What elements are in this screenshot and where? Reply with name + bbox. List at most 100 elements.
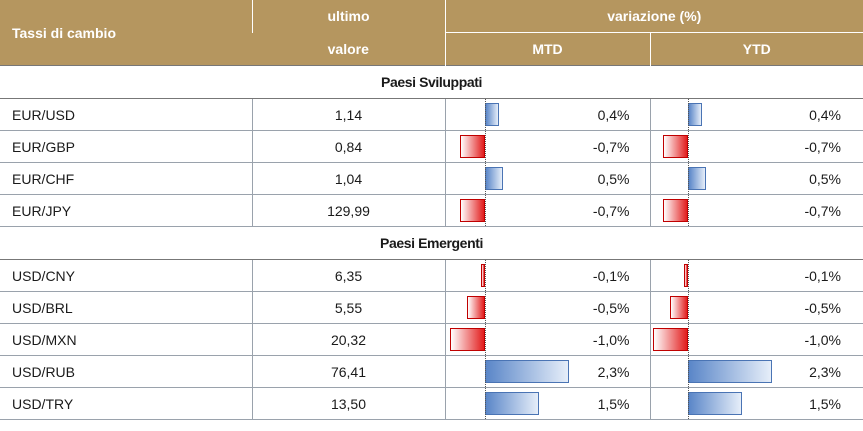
- ytd-bar: [670, 296, 688, 319]
- ytd-percent: -0,7%: [804, 202, 842, 219]
- ytd-percent: 0,4%: [809, 106, 842, 123]
- currency-pair: EUR/CHF: [0, 162, 253, 195]
- ytd-zero-axis: [687, 324, 689, 355]
- ytd-variation-cell: -0,1%: [649, 259, 863, 292]
- ytd-bar: [687, 360, 772, 383]
- last-value: 76,41: [252, 355, 445, 388]
- mtd-zero-axis: [484, 131, 486, 162]
- ytd-variation-cell: 0,4%: [649, 98, 863, 131]
- ytd-percent: -0,1%: [804, 267, 842, 284]
- last-value: 1,14: [252, 98, 445, 131]
- ytd-zero-axis: [687, 163, 689, 194]
- mtd-percent: -0,5%: [592, 299, 630, 316]
- ytd-variation-cell: -0,7%: [649, 130, 863, 163]
- section-title: Paesi Emergenti: [0, 226, 863, 260]
- currency-pair: EUR/JPY: [0, 194, 253, 227]
- ytd-percent: 1,5%: [809, 395, 842, 412]
- mtd-variation-cell: 2,3%: [444, 355, 650, 388]
- ytd-variation-cell: 1,5%: [649, 387, 863, 420]
- mtd-variation-cell: -0,1%: [444, 259, 650, 292]
- mtd-bar: [460, 199, 485, 222]
- table-row: USD/BRL 5,55 -0,5% -0,5%: [0, 291, 863, 324]
- section-header-row: Paesi Sviluppati: [0, 65, 863, 99]
- mtd-variation-cell: 0,5%: [444, 162, 650, 195]
- table-row: EUR/JPY 129,99 -0,7% -0,7%: [0, 194, 863, 227]
- mtd-bar: [484, 167, 503, 190]
- mtd-variation-cell: -0,5%: [444, 291, 650, 324]
- ytd-bar: [684, 264, 688, 287]
- mtd-zero-axis: [484, 356, 486, 387]
- mtd-variation-cell: -1,0%: [444, 323, 650, 356]
- mtd-zero-axis: [484, 99, 486, 130]
- mtd-percent: 2,3%: [597, 363, 630, 380]
- ytd-percent: -0,5%: [804, 299, 842, 316]
- ytd-percent: -1,0%: [804, 331, 842, 348]
- ytd-percent: -0,7%: [804, 138, 842, 155]
- table-row: EUR/CHF 1,04 0,5% 0,5%: [0, 162, 863, 195]
- ytd-variation-cell: 0,5%: [649, 162, 863, 195]
- last-value: 1,04: [252, 162, 445, 195]
- ytd-bar: [687, 167, 706, 190]
- last-value: 6,35: [252, 259, 445, 292]
- ytd-variation-cell: 2,3%: [649, 355, 863, 388]
- header-last-value-line2: valore: [252, 32, 445, 66]
- ytd-zero-axis: [687, 131, 689, 162]
- mtd-bar: [449, 328, 485, 351]
- mtd-zero-axis: [484, 324, 486, 355]
- last-value: 0,84: [252, 130, 445, 163]
- table-row: EUR/GBP 0,84 -0,7% -0,7%: [0, 130, 863, 163]
- section-header-row: Paesi Emergenti: [0, 226, 863, 260]
- mtd-zero-axis: [484, 292, 486, 323]
- mtd-bar: [484, 392, 540, 415]
- last-value: 129,99: [252, 194, 445, 227]
- ytd-bar: [663, 135, 688, 158]
- fx-rates-table: Tassi di cambio ultimo variazione (%) va…: [0, 0, 863, 420]
- header-mtd: MTD: [444, 32, 650, 66]
- ytd-zero-axis: [687, 292, 689, 323]
- header-ytd: YTD: [649, 32, 863, 66]
- table-row: USD/MXN 20,32 -1,0% -1,0%: [0, 323, 863, 356]
- mtd-variation-cell: 0,4%: [444, 98, 650, 131]
- ytd-variation-cell: -1,0%: [649, 323, 863, 356]
- mtd-bar: [467, 296, 485, 319]
- last-value: 5,55: [252, 291, 445, 324]
- ytd-percent: 2,3%: [809, 363, 842, 380]
- ytd-percent: 0,5%: [809, 170, 842, 187]
- mtd-percent: -0,1%: [592, 267, 630, 284]
- currency-pair: USD/MXN: [0, 323, 253, 356]
- mtd-variation-cell: -0,7%: [444, 130, 650, 163]
- currency-pair: USD/RUB: [0, 355, 253, 388]
- table-row: USD/CNY 6,35 -0,1% -0,1%: [0, 259, 863, 292]
- mtd-percent: 1,5%: [597, 395, 630, 412]
- mtd-zero-axis: [484, 163, 486, 194]
- ytd-zero-axis: [687, 99, 689, 130]
- mtd-bar: [484, 103, 500, 126]
- header-fx-pair: Tassi di cambio: [0, 0, 252, 66]
- currency-pair: USD/CNY: [0, 259, 253, 292]
- last-value: 20,32: [252, 323, 445, 356]
- mtd-zero-axis: [484, 388, 486, 419]
- mtd-variation-cell: -0,7%: [444, 194, 650, 227]
- mtd-variation-cell: 1,5%: [444, 387, 650, 420]
- ytd-zero-axis: [687, 356, 689, 387]
- mtd-percent: -0,7%: [592, 138, 630, 155]
- mtd-percent: 0,4%: [597, 106, 630, 123]
- table-row: EUR/USD 1,14 0,4% 0,4%: [0, 98, 863, 131]
- ytd-bar: [687, 103, 703, 126]
- ytd-bar: [652, 328, 688, 351]
- ytd-zero-axis: [687, 260, 689, 291]
- mtd-bar: [484, 360, 569, 383]
- ytd-zero-axis: [687, 388, 689, 419]
- ytd-zero-axis: [687, 195, 689, 226]
- currency-pair: EUR/GBP: [0, 130, 253, 163]
- mtd-percent: -1,0%: [592, 331, 630, 348]
- mtd-zero-axis: [484, 195, 486, 226]
- currency-pair: EUR/USD: [0, 98, 253, 131]
- mtd-bar: [460, 135, 485, 158]
- header-last-value-line1: ultimo: [251, 0, 445, 33]
- ytd-bar: [663, 199, 688, 222]
- mtd-percent: -0,7%: [592, 202, 630, 219]
- mtd-bar: [481, 264, 485, 287]
- last-value: 13,50: [252, 387, 445, 420]
- currency-pair: USD/BRL: [0, 291, 253, 324]
